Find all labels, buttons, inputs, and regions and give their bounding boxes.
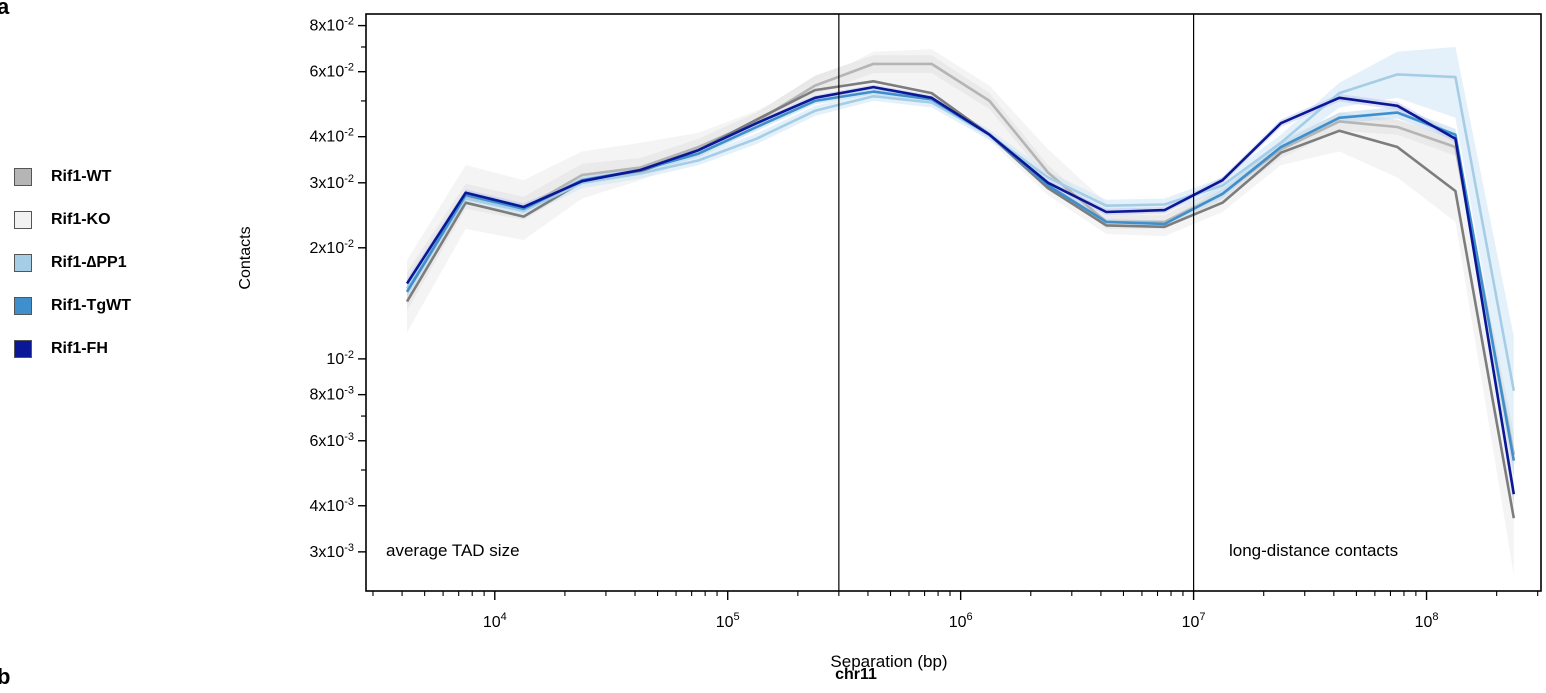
legend-item-rif1-ko: Rif1-KO [14,209,131,231]
y-tick-label: 6x10-2 [310,62,354,81]
y-tick-label: 10-2 [326,349,354,368]
y-tick-label: 4x10-3 [310,496,354,515]
confidence-band [407,47,1514,447]
legend-item-rif1-tgwt: Rif1-TgWT [14,295,131,317]
legend-swatch [14,340,32,358]
series-line [405,62,1516,455]
legend-swatch [14,168,32,186]
x-tick-label: 108 [1415,611,1439,631]
legend-swatch [14,297,32,315]
plot-frame [365,13,1542,592]
y-tick-label: 6x10-3 [310,431,354,450]
y-tick-label: 8x10-2 [310,16,354,35]
confidence-band [407,49,1514,575]
y-tick-label: 8x10-3 [310,385,354,404]
panel-label-a: a [0,0,10,19]
x-tick-label: 105 [716,611,740,631]
annotation-long-distance-contacts: long-distance contacts [1229,541,1398,560]
x-tick-label: 106 [949,611,973,631]
legend-label: Rif1-KO [51,211,111,228]
chart-subtitle: chr11 [835,666,877,683]
legend-label: Rif1-TgWT [51,297,131,314]
legend-swatch [14,254,32,272]
y-tick-label: 3x10-2 [310,173,354,192]
legend-label: Rif1-FH [51,340,108,357]
legend-label: Rif1-WT [51,168,112,185]
legend-label: Rif1-∆PP1 [51,254,127,271]
y-tick-label: 2x10-2 [310,238,354,257]
legend-item-rif1-fh: Rif1-FH [14,338,131,360]
legend: Rif1-WT Rif1-KO Rif1-∆PP1 Rif1-TgWT Rif1… [14,166,131,381]
y-tick-label: 4x10-2 [310,127,354,146]
series-line [405,85,1516,495]
y-tick-label: 3x10-3 [310,542,354,561]
x-tick-label: 107 [1182,611,1206,631]
legend-swatch [14,211,32,229]
legend-item-rif1-wt: Rif1-WT [14,166,131,188]
panel-label-b: b [0,664,11,689]
x-tick-label: 104 [483,611,507,631]
confidence-band [407,88,1514,477]
x-axis-label: Separation (bp) [830,652,948,671]
annotation-average-tad-size: average TAD size [386,541,520,560]
legend-item-rif1-dpp1: Rif1-∆PP1 [14,252,131,274]
